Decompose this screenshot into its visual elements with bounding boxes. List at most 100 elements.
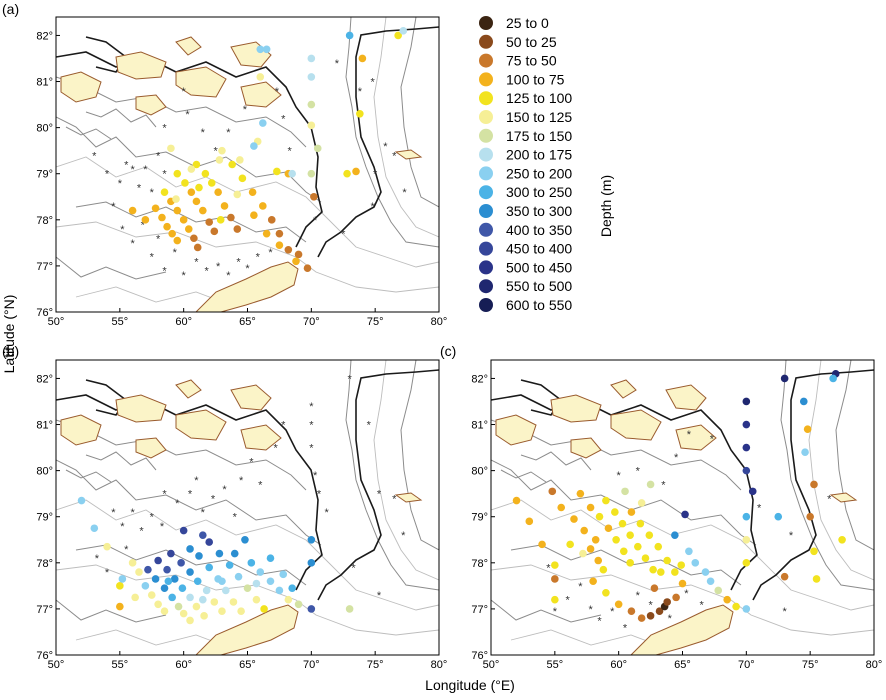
- station-unsampled-marker: *: [827, 493, 832, 505]
- station-unsampled-marker: *: [188, 489, 193, 501]
- station-point: [810, 480, 818, 489]
- station-point: [170, 575, 179, 583]
- x-tick-label: 65°: [239, 316, 256, 328]
- station-point: [193, 577, 202, 586]
- legend-swatch: [479, 110, 493, 124]
- station-unsampled-marker: *: [105, 567, 110, 579]
- legend-swatch: [479, 204, 493, 218]
- station-point: [218, 146, 226, 155]
- station-point: [193, 243, 202, 252]
- station-point: [656, 568, 665, 576]
- station-point: [131, 593, 139, 602]
- station-unsampled-marker: *: [211, 493, 216, 505]
- station-point: [266, 554, 275, 563]
- x-tick-label: 70°: [303, 316, 320, 328]
- station-point: [742, 559, 751, 567]
- station-unsampled-marker: *: [373, 169, 378, 181]
- station-point: [701, 568, 710, 576]
- station-point: [266, 577, 275, 586]
- station-point: [649, 565, 657, 574]
- panel-a-basemap: [56, 17, 439, 312]
- station-unsampled-marker: *: [636, 590, 641, 602]
- station-point: [604, 524, 613, 533]
- station-point: [186, 616, 194, 625]
- station-point: [637, 614, 646, 622]
- legend-swatch: [479, 128, 493, 143]
- station-unsampled-marker: *: [578, 581, 583, 593]
- station-point: [252, 595, 261, 604]
- station-point: [799, 397, 808, 406]
- station-point: [591, 535, 600, 544]
- station-point: [580, 526, 588, 535]
- station-point: [181, 179, 189, 187]
- station-point: [774, 512, 783, 521]
- station-unsampled-marker: *: [194, 256, 199, 268]
- legend-label: 600 to 550: [506, 297, 572, 313]
- station-point: [706, 577, 715, 586]
- station-point: [221, 586, 230, 595]
- legend-swatch: [479, 241, 493, 256]
- depth-legend: 25 to 0 50 to 25 75 to 50 100 to 75 125 to 1…: [479, 15, 572, 313]
- station-unsampled-marker: *: [553, 606, 558, 618]
- station-point: [356, 109, 364, 118]
- x-tick-label: 55°: [547, 659, 564, 671]
- station-point: [512, 496, 521, 505]
- x-tick-label: 60°: [610, 659, 627, 671]
- station-point: [812, 575, 821, 583]
- station-point: [205, 563, 213, 572]
- y-tick-label: 76°: [36, 650, 53, 662]
- panel-b-axes: 50° 55° 60° 65° 70° 75° 80° 76° 77° 78° 79° 80° 81° 8…: [36, 373, 447, 671]
- station-unsampled-marker: *: [111, 201, 116, 213]
- station-point: [525, 517, 534, 526]
- station-unsampled-marker: *: [162, 266, 167, 278]
- station-point: [399, 27, 408, 35]
- station-point: [167, 144, 175, 153]
- x-tick-label: 75°: [367, 659, 384, 671]
- legend-swatch: [479, 16, 493, 30]
- station-unsampled-marker: *: [124, 544, 129, 556]
- y-tick-label: 77°: [36, 604, 53, 616]
- station-point: [236, 156, 244, 164]
- station-point: [237, 607, 245, 616]
- legend-swatch: [479, 279, 493, 294]
- legend-swatch: [479, 53, 493, 68]
- panel-b-basemap: [56, 360, 439, 655]
- legend-swatch: [479, 34, 493, 49]
- station-point: [275, 241, 284, 249]
- station-point: [192, 602, 201, 611]
- station-point: [168, 229, 176, 238]
- station-point: [714, 586, 723, 595]
- station-point: [307, 559, 316, 567]
- station-point: [557, 503, 566, 512]
- station-point: [77, 496, 86, 505]
- station-point: [803, 425, 812, 433]
- legend-label: 450 to 400: [506, 241, 572, 257]
- station-point: [238, 174, 247, 183]
- station-point: [742, 535, 751, 544]
- station-point: [307, 605, 316, 613]
- station-unsampled-marker: *: [281, 420, 286, 432]
- station-point: [599, 565, 608, 574]
- station-point: [273, 167, 281, 176]
- station-point: [586, 545, 595, 553]
- x-axis-label: Longitude (°E): [425, 677, 515, 693]
- station-point: [202, 586, 211, 595]
- station-unsampled-marker: *: [668, 613, 673, 625]
- station-point: [186, 545, 194, 553]
- station-unsampled-marker: *: [120, 224, 125, 236]
- station-unsampled-marker: *: [111, 507, 116, 519]
- station-point: [248, 188, 257, 196]
- x-tick-label: 50°: [48, 316, 65, 328]
- station-unsampled-marker: *: [623, 622, 628, 634]
- station-point: [186, 568, 194, 576]
- station-point: [627, 607, 636, 616]
- station-unsampled-marker: *: [546, 562, 551, 574]
- station-unsampled-marker: *: [377, 489, 382, 501]
- station-unsampled-marker: *: [401, 530, 406, 542]
- station-point: [614, 600, 623, 609]
- station-point: [179, 216, 188, 224]
- station-point: [177, 559, 185, 567]
- station-unsampled-marker: *: [347, 373, 352, 385]
- station-point: [164, 577, 173, 586]
- station-point: [780, 572, 789, 581]
